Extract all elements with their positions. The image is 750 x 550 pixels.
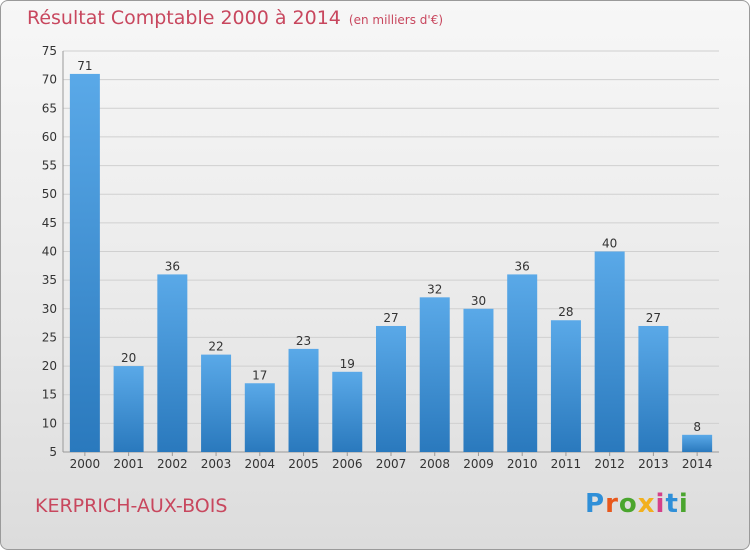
bar-2014 <box>682 434 713 452</box>
x-tick-label: 2003 <box>201 457 232 471</box>
bar-2011 <box>550 320 581 452</box>
y-tick-label: 70 <box>42 73 57 87</box>
x-tick-label: 2011 <box>551 457 582 471</box>
data-label-2007: 27 <box>383 311 398 325</box>
logo-letter: r <box>605 489 619 519</box>
data-label-2010: 36 <box>515 259 530 273</box>
logo-letter: i <box>678 489 689 519</box>
data-label-2013: 27 <box>646 311 661 325</box>
data-label-2000: 71 <box>77 59 92 73</box>
proxiti-logo: Proxiti <box>585 489 689 519</box>
bar-2004 <box>244 383 275 452</box>
x-tick-label: 2005 <box>288 457 319 471</box>
y-tick-label: 55 <box>42 159 57 173</box>
bar-2009 <box>463 308 494 452</box>
bar-2013 <box>638 325 669 452</box>
logo-letter: P <box>585 489 606 519</box>
bar-2012 <box>594 251 625 452</box>
bar-2003 <box>201 354 232 452</box>
data-label-2005: 23 <box>296 334 311 348</box>
y-tick-label: 5 <box>49 445 57 459</box>
bar-2010 <box>507 274 538 452</box>
x-tick-label: 2000 <box>70 457 101 471</box>
data-label-2009: 30 <box>471 294 486 308</box>
y-tick-label: 50 <box>42 187 57 201</box>
data-label-2006: 19 <box>340 357 355 371</box>
bar-2000 <box>69 73 100 453</box>
y-tick-label: 45 <box>42 216 57 230</box>
data-label-2011: 28 <box>558 305 573 319</box>
data-label-2002: 36 <box>165 259 180 273</box>
x-tick-label: 2014 <box>682 457 713 471</box>
x-tick-label: 2012 <box>594 457 625 471</box>
data-label-2003: 22 <box>208 340 223 354</box>
bar-2008 <box>419 297 450 452</box>
x-tick-label: 2001 <box>113 457 144 471</box>
logo-letter: i <box>655 489 666 519</box>
x-tick-label: 2006 <box>332 457 363 471</box>
y-tick-label: 20 <box>42 359 57 373</box>
chart-title: Résultat Comptable 2000 à 2014 (en millie… <box>27 7 443 29</box>
y-tick-label: 35 <box>42 273 57 287</box>
y-tick-label: 40 <box>42 245 57 259</box>
x-tick-label: 2013 <box>638 457 669 471</box>
logo-letter: t <box>665 489 679 519</box>
axes: 5 10 15 20 25 30 35 40 45 50 55 60 65 70 75 2000 2001 200… <box>42 44 719 471</box>
y-tick-label: 65 <box>42 101 57 115</box>
data-label-2004: 17 <box>252 368 267 382</box>
bar-2007 <box>376 325 406 452</box>
chart-unit: (en milliers d'€) <box>348 13 444 27</box>
bar-2006 <box>332 371 363 452</box>
bar-2005 <box>288 348 319 452</box>
x-tick-label: 2009 <box>463 457 494 471</box>
x-tick-label: 2007 <box>376 457 407 471</box>
y-tick-label: 75 <box>42 44 57 58</box>
x-tick-label: 2010 <box>507 457 538 471</box>
bar-2002 <box>157 274 188 452</box>
bar-2001 <box>113 366 144 452</box>
y-tick-label: 30 <box>42 302 57 316</box>
x-tick-label: 2002 <box>157 457 188 471</box>
data-label-2001: 20 <box>121 351 136 365</box>
bars <box>69 73 713 453</box>
y-tick-label: 10 <box>42 416 57 430</box>
y-tick-label: 15 <box>42 388 57 402</box>
data-label-2008: 32 <box>427 282 442 296</box>
commune-name: KERPRICH-AUX-BOIS <box>35 495 228 517</box>
chart-title-text: Résultat Comptable 2000 à 2014 <box>27 7 341 29</box>
logo-letter: x <box>637 489 656 519</box>
y-tick-label: 25 <box>42 330 57 344</box>
logo-letter: o <box>618 489 638 519</box>
x-tick-label: 2004 <box>245 457 276 471</box>
y-tick-label: 60 <box>42 130 57 144</box>
data-labels: 71 20 36 22 17 23 19 27 32 30 36 28 40 27 8 <box>77 59 701 434</box>
data-label-2014: 8 <box>693 420 701 434</box>
data-label-2012: 40 <box>602 237 617 251</box>
x-tick-label: 2008 <box>419 457 450 471</box>
